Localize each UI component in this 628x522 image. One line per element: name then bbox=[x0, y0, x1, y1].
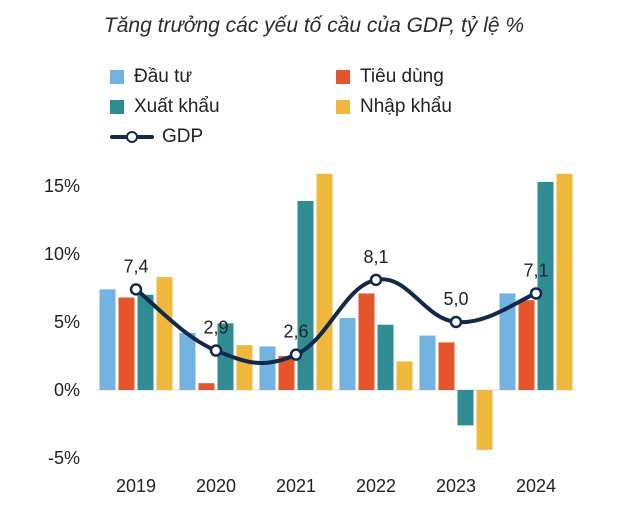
legend-label-gdp: GDP bbox=[162, 126, 204, 147]
y-tick-label: 10% bbox=[44, 244, 80, 264]
gdp-point bbox=[529, 287, 543, 300]
bar-Tiêu dùng bbox=[198, 383, 215, 390]
legend-item-gdp: GDP bbox=[110, 126, 203, 148]
x-tick-label: 2023 bbox=[436, 476, 476, 496]
gdp-point bbox=[369, 273, 383, 287]
legend-swatch-nhap-khau bbox=[336, 100, 350, 114]
gdp-data-label: 8,1 bbox=[363, 247, 388, 267]
legend-swatch-dau-tu bbox=[110, 70, 124, 84]
chart-title: Tăng trưởng các yếu tố cầu của GDP, tỷ l… bbox=[103, 14, 525, 37]
bar-Tiêu dùng bbox=[518, 300, 535, 390]
y-tick-label: 0% bbox=[54, 380, 80, 400]
legend-label-tieu-dung: Tiêu dùng bbox=[360, 66, 444, 87]
bar-Nhập khẩu bbox=[396, 361, 413, 390]
y-tick-label: 15% bbox=[44, 176, 80, 196]
legend-label-dau-tu: Đầu tư bbox=[134, 66, 193, 87]
legend-swatch-xuat-khau bbox=[110, 100, 124, 114]
gdp-point bbox=[209, 344, 223, 357]
bar-Nhập khẩu bbox=[236, 345, 253, 390]
x-tick-label: 2021 bbox=[276, 476, 316, 496]
legend-label-xuat-khau: Xuất khẩu bbox=[134, 96, 220, 117]
bar-Đầu tư bbox=[259, 346, 276, 390]
legend-item-nhap-khau: Nhập khẩu bbox=[336, 96, 452, 118]
x-tick-label: 2020 bbox=[196, 476, 236, 496]
bar-Xuất khẩu bbox=[457, 390, 474, 426]
bar-Xuất khẩu bbox=[217, 323, 234, 390]
gdp-data-label: 7,4 bbox=[123, 256, 148, 276]
bar-Tiêu dùng bbox=[358, 293, 375, 390]
bar-Đầu tư bbox=[99, 289, 116, 390]
bar-Tiêu dùng bbox=[438, 342, 455, 390]
gdp-data-label: 2,6 bbox=[283, 322, 308, 342]
gdp-point bbox=[129, 283, 143, 296]
y-tick-label: 5% bbox=[54, 312, 80, 332]
bar-Tiêu dùng bbox=[118, 297, 135, 390]
legend-swatch-gdp bbox=[110, 128, 154, 146]
bar-Xuất khẩu bbox=[137, 294, 154, 390]
x-tick-label: 2019 bbox=[116, 476, 156, 496]
bar-Đầu tư bbox=[499, 293, 516, 390]
bar-Nhập khẩu bbox=[316, 173, 333, 390]
y-tick-label: -5% bbox=[48, 448, 80, 468]
bar-Nhập khẩu bbox=[476, 390, 493, 450]
bar-Tiêu dùng bbox=[278, 356, 295, 390]
bar-Xuất khẩu bbox=[377, 324, 394, 390]
legend-label-nhap-khau: Nhập khẩu bbox=[360, 96, 452, 117]
legend-item-tieu-dung: Tiêu dùng bbox=[336, 66, 444, 88]
bar-Xuất khẩu bbox=[297, 200, 314, 390]
gdp-line bbox=[134, 277, 538, 366]
gdp-point bbox=[289, 348, 303, 361]
bar-Đầu tư bbox=[419, 335, 436, 390]
bar-Đầu tư bbox=[339, 317, 356, 390]
legend-swatch-tieu-dung bbox=[336, 70, 350, 84]
x-tick-label: 2024 bbox=[516, 476, 556, 496]
bar-Nhập khẩu bbox=[556, 173, 573, 390]
legend-item-dau-tu: Đầu tư bbox=[110, 66, 192, 88]
bar-Đầu tư bbox=[179, 332, 196, 390]
legend-item-xuat-khau: Xuất khẩu bbox=[110, 96, 220, 118]
gdp-point bbox=[449, 315, 463, 329]
gdp-data-label: 2,9 bbox=[203, 318, 228, 338]
x-tick-label: 2022 bbox=[356, 476, 396, 496]
gdp-data-label: 7,1 bbox=[523, 260, 548, 280]
bar-Xuất khẩu bbox=[537, 181, 554, 390]
gdp-data-label: 5,0 bbox=[443, 289, 468, 309]
bar-Nhập khẩu bbox=[156, 277, 173, 390]
